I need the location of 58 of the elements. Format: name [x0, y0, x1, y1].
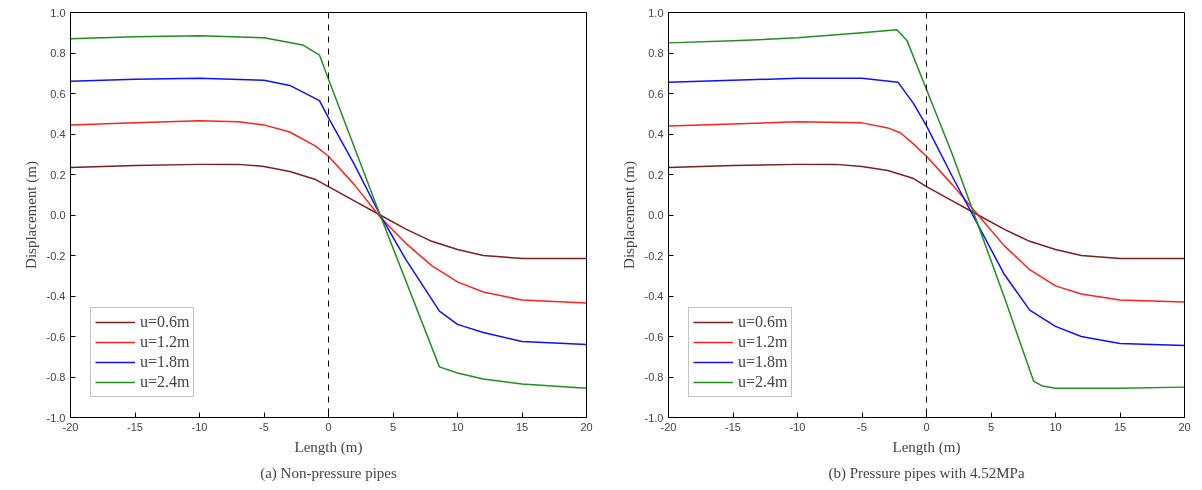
x-tick-label: 20 [580, 420, 593, 433]
legend-label: u=1.2m [140, 333, 190, 351]
y-tick-label: 0.0 [648, 209, 664, 221]
x-tick-label: 20 [1178, 420, 1191, 433]
x-tick-label: 5 [987, 420, 995, 433]
y-tick-label: -0.8 [46, 371, 66, 383]
x-tick-label: -15 [127, 420, 143, 433]
x-tick-label: 0 [923, 420, 930, 433]
y-tick-label: -0.6 [644, 330, 664, 343]
line-series [668, 28, 1185, 389]
y-tick-label: 0.4 [50, 128, 66, 140]
y-tick-label: -0.6 [46, 330, 66, 343]
y-axis-title: Displacement (m) [620, 161, 638, 269]
legend-label: u=0.6m [738, 313, 788, 331]
x-tick-label: -5 [857, 420, 867, 433]
x-tick-label: -10 [789, 420, 806, 433]
legend-label: u=1.2m [738, 333, 788, 351]
x-tick-label: 15 [1113, 420, 1127, 433]
x-axis-title: Length (m) [294, 438, 363, 456]
y-tick-label: 0.4 [648, 128, 664, 140]
x-tick-label: 10 [451, 420, 464, 433]
x-tick-label: -10 [191, 420, 208, 433]
line-series [668, 163, 1185, 260]
y-tick-label: 0.2 [50, 168, 66, 181]
y-tick-label: 0.0 [50, 209, 66, 221]
y-tick-label: 0.8 [50, 47, 66, 59]
legend-label: u=2.4m [738, 373, 788, 391]
y-tick-label: -0.4 [644, 290, 664, 302]
text: (a) Non-pressure pipes [260, 464, 397, 482]
legend-label: u=1.8m [140, 353, 190, 371]
line-series [668, 77, 1185, 347]
y-tick-label: 1.0 [50, 6, 66, 19]
line-series [70, 120, 587, 304]
y-tick-label: 0.6 [648, 87, 664, 100]
y-tick-label: 0.8 [648, 47, 664, 59]
x-tick-label: 15 [515, 420, 529, 433]
x-tick-label: 0 [325, 420, 332, 433]
y-tick-label: 0.6 [50, 87, 66, 100]
y-tick-label: -0.2 [46, 249, 66, 262]
y-tick-label: -0.8 [644, 371, 664, 383]
line-series [668, 121, 1185, 303]
line-series [70, 77, 587, 346]
y-axis-title: Displacement (m) [22, 161, 40, 269]
y-tick-label: -0.4 [46, 290, 66, 302]
line-series [70, 35, 587, 389]
y-tick-label: 0.2 [648, 168, 664, 181]
legend-label: u=0.6m [140, 313, 190, 331]
x-tick-label: 5 [389, 420, 397, 433]
line-series [70, 163, 587, 260]
x-tick-label: 10 [1049, 420, 1062, 433]
legend-label: u=2.4m [140, 373, 190, 391]
x-axis-title: Length (m) [892, 438, 961, 456]
legend-label: u=1.8m [738, 353, 788, 371]
y-tick-label: -0.2 [644, 249, 664, 262]
text: (b) Pressure pipes with 4.52MPa [828, 464, 1025, 482]
y-tick-label: 1.0 [648, 6, 664, 19]
x-tick-label: -15 [725, 420, 741, 433]
x-tick-label: -5 [259, 420, 269, 433]
